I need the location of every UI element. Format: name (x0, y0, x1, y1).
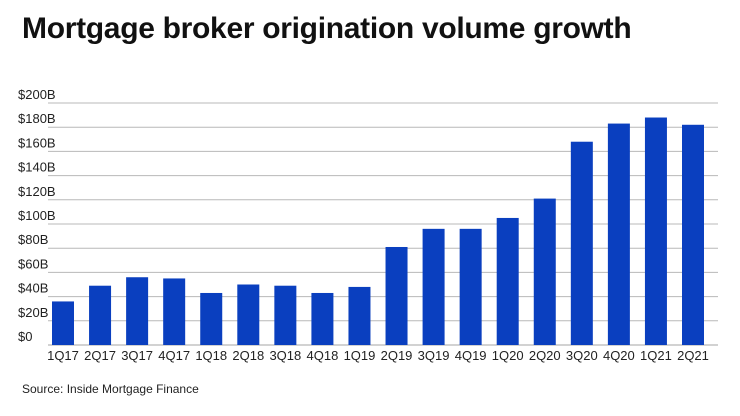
x-tick-label: 2Q18 (232, 348, 264, 363)
bar-3q19 (422, 228, 445, 345)
bar-1q20 (496, 217, 519, 345)
y-tick-label: $180B (18, 111, 56, 126)
bar-1q21 (644, 117, 667, 346)
bar-2q17 (89, 285, 112, 345)
y-tick-label: $200B (18, 87, 56, 102)
bar-2q19 (385, 246, 408, 345)
bar-1q19 (348, 286, 371, 345)
chart-title: Mortgage broker origination volume growt… (22, 12, 632, 45)
y-tick-label: $100B (18, 208, 56, 223)
bar-2q18 (237, 284, 260, 345)
y-tick-label: $140B (18, 160, 56, 175)
bar-1q18 (200, 292, 223, 345)
bars (52, 117, 704, 346)
y-tick-label: $80B (18, 232, 48, 247)
x-tick-label: 4Q17 (158, 348, 190, 363)
bar-4q17 (163, 278, 186, 345)
x-tick-label: 1Q17 (47, 348, 79, 363)
bar-4q20 (607, 123, 630, 345)
x-tick-label: 3Q18 (269, 348, 301, 363)
bar-3q18 (274, 285, 297, 345)
x-tick-label: 4Q19 (455, 348, 487, 363)
x-tick-label: 1Q19 (344, 348, 376, 363)
bar-4q19 (459, 228, 482, 345)
x-tick-label: 1Q21 (640, 348, 672, 363)
y-tick-label: $60B (18, 256, 48, 271)
x-tick-label: 3Q20 (566, 348, 598, 363)
y-axis-labels: $0 $20B $40B $60B $80B $100B $120B $140B $160B $1… (18, 87, 56, 344)
y-tick-label: $20B (18, 305, 48, 320)
bar-chart: $0 $20B $40B $60B $80B $100B $120B $140B $160B $1… (18, 87, 718, 363)
x-tick-label: 2Q21 (677, 348, 709, 363)
y-tick-label: $160B (18, 135, 56, 150)
bar-4q18 (311, 292, 334, 345)
y-tick-label: $40B (18, 281, 48, 296)
x-tick-label: 2Q20 (529, 348, 561, 363)
x-tick-label: 2Q19 (381, 348, 413, 363)
source-note: Source: Inside Mortgage Finance (22, 382, 199, 396)
y-tick-label: $120B (18, 184, 56, 199)
y-tick-label: $0 (18, 329, 32, 344)
gridlines (48, 102, 718, 346)
x-tick-label: 4Q20 (603, 348, 635, 363)
bar-2q20 (533, 198, 556, 345)
x-tick-label: 4Q18 (307, 348, 339, 363)
x-axis-labels: 1Q17 2Q17 3Q17 4Q17 1Q18 2Q18 3Q18 4Q18 1Q19 2Q19… (47, 348, 709, 363)
bar-3q20 (570, 141, 593, 345)
x-tick-label: 1Q18 (195, 348, 227, 363)
x-tick-label: 2Q17 (84, 348, 116, 363)
bar-2q21 (682, 124, 704, 345)
x-tick-label: 3Q19 (418, 348, 450, 363)
bar-3q17 (126, 277, 149, 345)
x-tick-label: 1Q20 (492, 348, 524, 363)
bar-1q17 (52, 301, 74, 345)
x-tick-label: 3Q17 (121, 348, 153, 363)
